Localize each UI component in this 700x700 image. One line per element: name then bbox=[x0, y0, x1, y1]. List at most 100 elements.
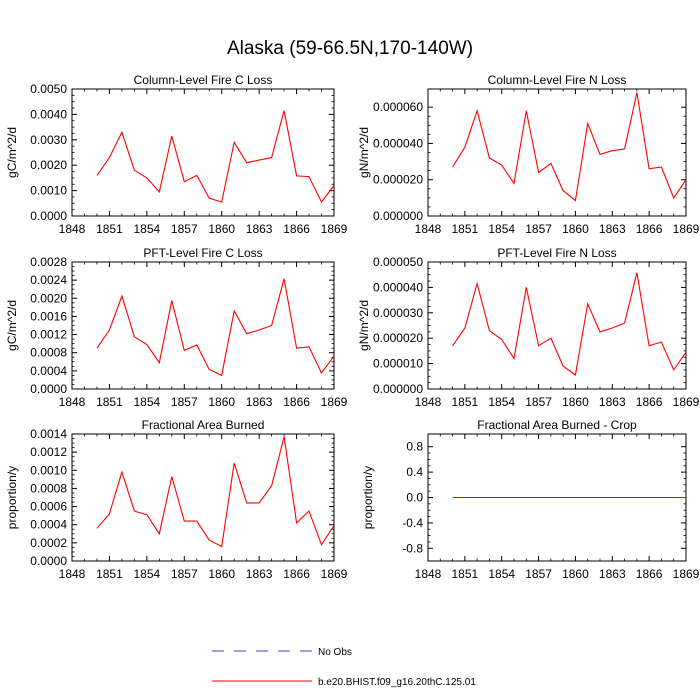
y-tick-label: 0.0020 bbox=[30, 158, 67, 172]
y-tick-label: 0.0000 bbox=[30, 382, 67, 396]
legend-label-1: No Obs bbox=[318, 647, 352, 658]
panel-title: Fractional Area Burned - Crop bbox=[477, 418, 637, 432]
plot-frame bbox=[71, 433, 335, 562]
x-tick-label: 1854 bbox=[134, 567, 161, 581]
series-line bbox=[452, 92, 687, 202]
x-tick-label: 1866 bbox=[636, 395, 663, 409]
x-tick-label: 1857 bbox=[525, 222, 552, 236]
x-tick-label: 1863 bbox=[599, 567, 626, 581]
x-tick-label: 1854 bbox=[488, 222, 515, 236]
y-tick-label: 0.0014 bbox=[30, 427, 67, 441]
x-tick-label: 1863 bbox=[599, 395, 626, 409]
series-line bbox=[96, 436, 335, 548]
y-tick-label: 0.0020 bbox=[30, 291, 67, 305]
x-tick-label: 1854 bbox=[134, 222, 161, 236]
x-tick-label: 1848 bbox=[59, 567, 86, 581]
chart-panel-2: Column-Level Fire N Loss gN/m^2/d 0.000000… bbox=[357, 73, 700, 236]
y-tick-label: 0.0002 bbox=[30, 536, 67, 550]
panel-title: Column-Level Fire C Loss bbox=[134, 73, 273, 87]
x-tick-label: 1863 bbox=[599, 222, 626, 236]
y-tick-label: 0.000000 bbox=[373, 382, 423, 396]
y-tick-label: -0.4 bbox=[402, 516, 423, 530]
x-tick-label: 1857 bbox=[171, 395, 198, 409]
x-tick-label: 1857 bbox=[171, 222, 198, 236]
x-tick-label: 1866 bbox=[283, 222, 310, 236]
x-tick-label: 1848 bbox=[59, 395, 86, 409]
y-tick-label: 0.0 bbox=[406, 491, 423, 505]
x-tick-label: 1866 bbox=[283, 395, 310, 409]
x-tick-label: 1848 bbox=[415, 222, 442, 236]
legend: No Obs b.e20.BHIST.f09_g16.20thC.125.01 bbox=[212, 647, 476, 688]
y-tick-label: 0.000010 bbox=[373, 357, 423, 371]
x-tick-label: 1869 bbox=[673, 222, 700, 236]
y-tick-label: 0.000050 bbox=[373, 255, 423, 269]
x-tick-label: 1851 bbox=[96, 395, 123, 409]
y-tick-label: 0.0012 bbox=[30, 445, 67, 459]
y-tick-label: 0.0006 bbox=[30, 500, 67, 514]
y-axis-label: proportion/y bbox=[5, 466, 19, 529]
y-tick-label: 0.000020 bbox=[373, 173, 423, 187]
panel-title: Column-Level Fire N Loss bbox=[488, 73, 627, 87]
panel-title: Fractional Area Burned bbox=[142, 418, 265, 432]
plot-frame bbox=[427, 88, 687, 217]
panel-title: PFT-Level Fire C Loss bbox=[143, 246, 262, 260]
x-tick-label: 1869 bbox=[321, 395, 348, 409]
x-tick-label: 1869 bbox=[673, 567, 700, 581]
chart-panel-1: Column-Level Fire C Loss gC/m^2/d 0.0000 0.… bbox=[5, 73, 348, 236]
y-tick-label: 0.0004 bbox=[30, 364, 67, 378]
y-axis-label: gN/m^2/d bbox=[357, 127, 371, 178]
plot-frame bbox=[427, 261, 687, 390]
x-tick-label: 1851 bbox=[452, 567, 479, 581]
x-tick-label: 1851 bbox=[452, 222, 479, 236]
y-tick-label: -0.8 bbox=[402, 541, 423, 555]
y-tick-label: 0.0012 bbox=[30, 328, 67, 342]
x-tick-label: 1848 bbox=[415, 567, 442, 581]
x-tick-label: 1869 bbox=[673, 395, 700, 409]
y-tick-label: 0.4 bbox=[406, 465, 423, 479]
y-tick-label: 0.8 bbox=[406, 440, 423, 454]
y-axis-label: gN/m^2/d bbox=[357, 300, 371, 351]
y-tick-label: 0.0008 bbox=[30, 481, 67, 495]
x-tick-label: 1848 bbox=[59, 222, 86, 236]
chart-panel-4: PFT-Level Fire N Loss gN/m^2/d 0.000000 0.0… bbox=[357, 246, 700, 409]
main-title: Alaska (59-66.5N,170-140W) bbox=[226, 38, 474, 59]
y-tick-label: 0.0016 bbox=[30, 309, 67, 323]
x-tick-label: 1854 bbox=[134, 395, 161, 409]
y-tick-label: 0.000060 bbox=[373, 100, 423, 114]
x-tick-label: 1860 bbox=[562, 222, 589, 236]
y-tick-label: 0.0050 bbox=[30, 82, 67, 96]
y-tick-label: 0.0030 bbox=[30, 133, 67, 147]
chart-panel-6: Fractional Area Burned - Crop proportion/… bbox=[361, 418, 700, 581]
x-tick-label: 1860 bbox=[208, 222, 235, 236]
x-tick-label: 1857 bbox=[525, 395, 552, 409]
y-tick-label: 0.0000 bbox=[30, 209, 67, 223]
y-tick-label: 0.0010 bbox=[30, 184, 67, 198]
y-tick-label: 0.000030 bbox=[373, 306, 423, 320]
series-line bbox=[96, 278, 335, 377]
x-tick-label: 1854 bbox=[488, 567, 515, 581]
y-tick-label: 0.000040 bbox=[373, 136, 423, 150]
y-axis-label: gC/m^2/d bbox=[5, 127, 19, 178]
x-tick-label: 1869 bbox=[321, 567, 348, 581]
y-tick-label: 0.0010 bbox=[30, 463, 67, 477]
x-tick-label: 1866 bbox=[283, 567, 310, 581]
y-tick-label: 0.0008 bbox=[30, 346, 67, 360]
series-line bbox=[452, 272, 687, 376]
legend-label-2: b.e20.BHIST.f09_g16.20thC.125.01 bbox=[318, 677, 476, 688]
x-tick-label: 1860 bbox=[562, 567, 589, 581]
y-tick-label: 0.000040 bbox=[373, 280, 423, 294]
y-tick-label: 0.000020 bbox=[373, 331, 423, 345]
chart-panel-5: Fractional Area Burned proportion/y 0.0000… bbox=[5, 418, 348, 581]
x-tick-label: 1854 bbox=[488, 395, 515, 409]
x-tick-label: 1860 bbox=[208, 567, 235, 581]
y-tick-label: 0.0024 bbox=[30, 273, 67, 287]
x-tick-label: 1851 bbox=[96, 567, 123, 581]
panel-title: PFT-Level Fire N Loss bbox=[497, 246, 616, 260]
x-tick-label: 1863 bbox=[246, 222, 273, 236]
x-tick-label: 1851 bbox=[452, 395, 479, 409]
y-tick-label: 0.000000 bbox=[373, 209, 423, 223]
y-axis-label: proportion/y bbox=[361, 466, 375, 529]
x-tick-label: 1869 bbox=[321, 222, 348, 236]
x-tick-label: 1860 bbox=[208, 395, 235, 409]
